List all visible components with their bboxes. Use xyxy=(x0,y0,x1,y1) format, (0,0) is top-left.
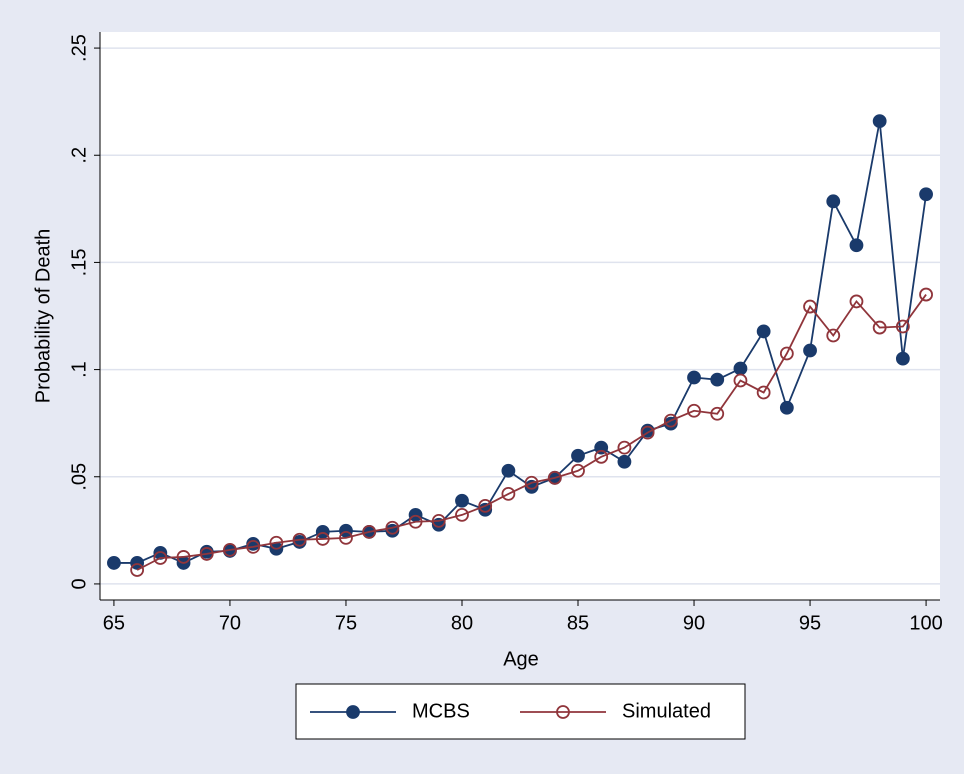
x-tick-label: 75 xyxy=(335,612,357,634)
y-axis-title: Probability of Death xyxy=(32,229,54,404)
legend-label: Simulated xyxy=(622,700,711,722)
data-point xyxy=(617,440,632,455)
y-tick-label: .2 xyxy=(68,147,90,164)
data-point xyxy=(849,238,864,253)
data-point xyxy=(849,294,864,309)
data-point xyxy=(895,351,910,366)
data-point xyxy=(524,475,539,490)
data-point xyxy=(339,523,353,538)
data-point xyxy=(594,449,609,464)
data-point xyxy=(710,372,725,387)
data-point xyxy=(547,470,562,485)
data-point xyxy=(779,400,794,415)
legend-marker xyxy=(346,705,360,719)
data-point xyxy=(339,530,353,545)
data-point xyxy=(826,194,841,209)
data-point xyxy=(756,385,771,400)
data-point xyxy=(501,487,516,501)
x-axis-title: Age xyxy=(503,648,539,670)
data-point xyxy=(919,287,933,302)
data-point xyxy=(687,370,701,385)
y-tick-label: .25 xyxy=(68,34,90,62)
data-point xyxy=(895,319,910,334)
data-point xyxy=(176,550,191,564)
x-tick-label: 95 xyxy=(799,612,821,634)
data-point xyxy=(478,499,493,513)
legend-label: MCBS xyxy=(412,700,470,722)
data-point xyxy=(315,524,330,539)
data-point xyxy=(779,346,794,361)
data-point xyxy=(107,556,121,570)
data-point xyxy=(292,532,307,547)
data-point xyxy=(455,493,469,508)
data-point xyxy=(640,425,655,440)
data-point xyxy=(919,187,933,202)
data-point xyxy=(199,547,214,561)
y-tick-label: .1 xyxy=(68,361,90,378)
data-point xyxy=(872,114,887,129)
data-point xyxy=(362,524,377,539)
data-point xyxy=(501,463,516,478)
y-tick-label: .15 xyxy=(68,249,90,277)
data-point xyxy=(571,448,585,463)
data-point xyxy=(710,406,725,421)
data-point xyxy=(455,508,469,522)
x-tick-label: 70 xyxy=(219,612,241,634)
data-point xyxy=(594,440,609,455)
data-point xyxy=(756,324,771,339)
data-point xyxy=(130,563,145,577)
data-point xyxy=(803,299,817,314)
data-point xyxy=(663,413,678,428)
data-point xyxy=(408,514,423,529)
data-point xyxy=(223,542,237,557)
series-line xyxy=(136,294,927,571)
y-tick-label: .05 xyxy=(68,463,90,491)
legend-marker xyxy=(556,705,570,719)
data-point xyxy=(733,361,748,376)
data-point xyxy=(315,532,330,546)
x-tick-label: 100 xyxy=(909,612,942,634)
data-point xyxy=(826,328,841,343)
x-tick-label: 90 xyxy=(683,612,705,634)
data-point xyxy=(431,514,446,528)
data-point xyxy=(571,463,585,478)
data-point xyxy=(385,520,400,535)
data-point xyxy=(687,403,701,418)
plot-area xyxy=(100,32,940,600)
data-point xyxy=(269,535,284,550)
data-point xyxy=(872,320,887,335)
data-point xyxy=(130,556,145,570)
y-tick-label: 0 xyxy=(68,578,90,589)
data-point xyxy=(246,539,261,554)
data-point xyxy=(733,373,748,388)
x-tick-label: 80 xyxy=(451,612,473,634)
data-point xyxy=(617,454,632,469)
data-point xyxy=(153,551,168,565)
x-tick-label: 65 xyxy=(103,612,125,634)
data-point xyxy=(803,343,817,358)
x-tick-label: 85 xyxy=(567,612,589,634)
